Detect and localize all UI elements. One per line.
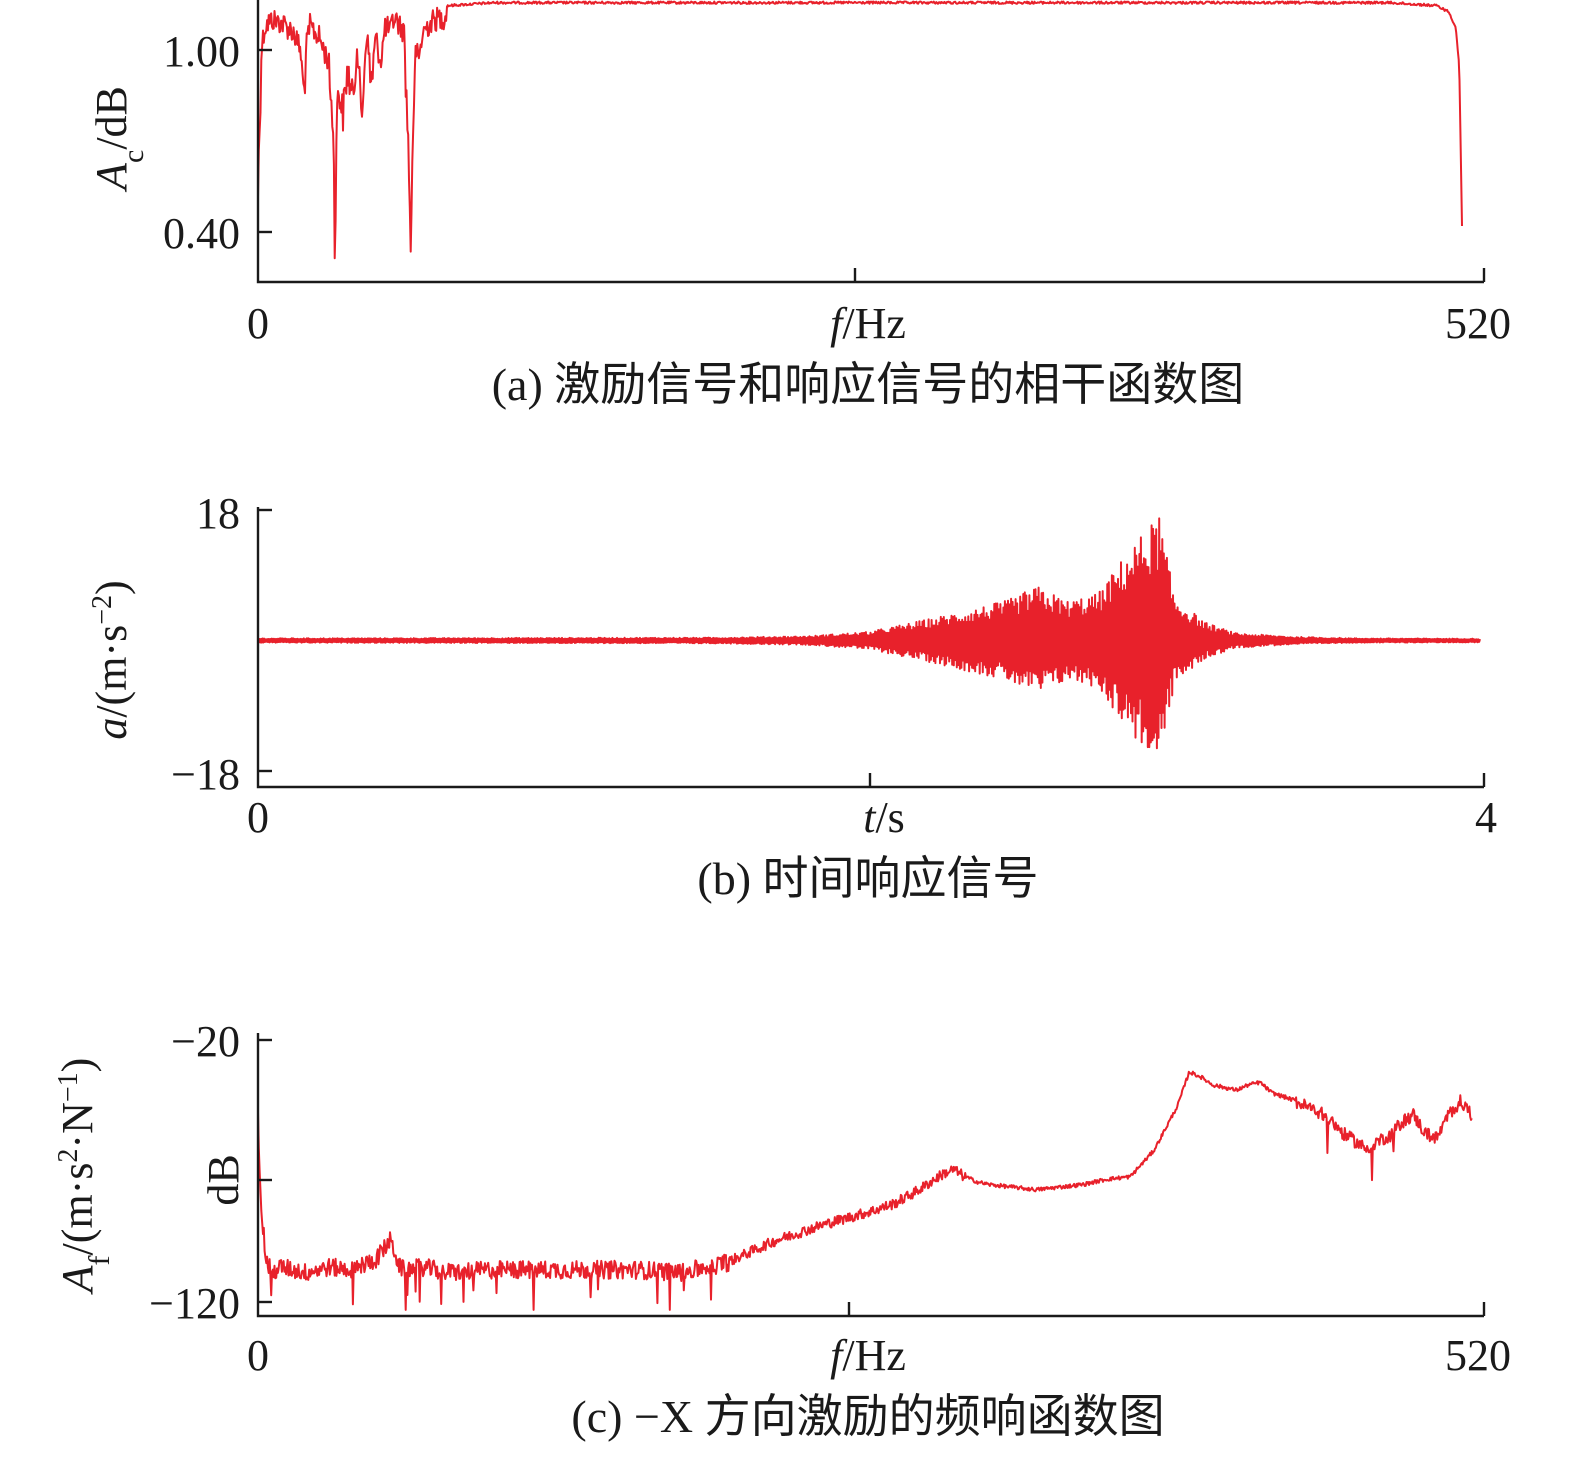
caption: (a) 激励信号和响应信号的相干函数图: [492, 359, 1245, 410]
x-tick-label: 0: [247, 793, 269, 842]
axes-a: [256, 0, 1484, 284]
y-axis-title: Ac/dB: [87, 86, 150, 193]
y-tick-label: −120: [149, 1279, 240, 1328]
y-axis-title: a/(m·s−2): [87, 580, 137, 739]
axes-b: [256, 507, 1484, 789]
y-axis-title: Af/(m·s2·N−1): [53, 1058, 116, 1296]
time-response-series: [257, 517, 1481, 750]
y-tick-label: −18: [171, 750, 240, 799]
y-tick-label: 18: [196, 489, 240, 538]
y-axis-unit: dB: [199, 1154, 248, 1205]
caption: (b) 时间响应信号: [697, 853, 1038, 904]
frf-series: [257, 1070, 1473, 1311]
x-axis-title: f/Hz: [830, 1331, 906, 1380]
coherence-series: [257, 0, 1463, 260]
caption: (c) −X 方向激励的频响函数图: [571, 1391, 1164, 1442]
y-tick-label: 1.00: [163, 27, 240, 76]
x-axis-title: t/s: [863, 793, 905, 842]
x-tick-label: 520: [1445, 1331, 1511, 1380]
panel-a: 1.00 0.40 0 520 f/Hz Ac/dB (a) 激励信号和响应信号…: [87, 0, 1511, 410]
y-tick-label: 0.40: [163, 209, 240, 258]
axes-c: [256, 1033, 1484, 1318]
x-tick-label: 520: [1445, 299, 1511, 348]
y-tick-label: −20: [171, 1017, 240, 1066]
x-tick-label: 0: [247, 299, 269, 348]
x-axis-title: f/Hz: [830, 299, 906, 348]
x-tick-label: 0: [247, 1331, 269, 1380]
x-tick-label: 4: [1475, 793, 1497, 842]
panel-c: −20 −120 0 520 f/Hz Af/(m·s2·N−1) dB (c)…: [53, 1017, 1512, 1442]
panel-b: 18 −18 0 4 t/s a/(m·s−2) (b) 时间响应信号: [87, 489, 1498, 904]
